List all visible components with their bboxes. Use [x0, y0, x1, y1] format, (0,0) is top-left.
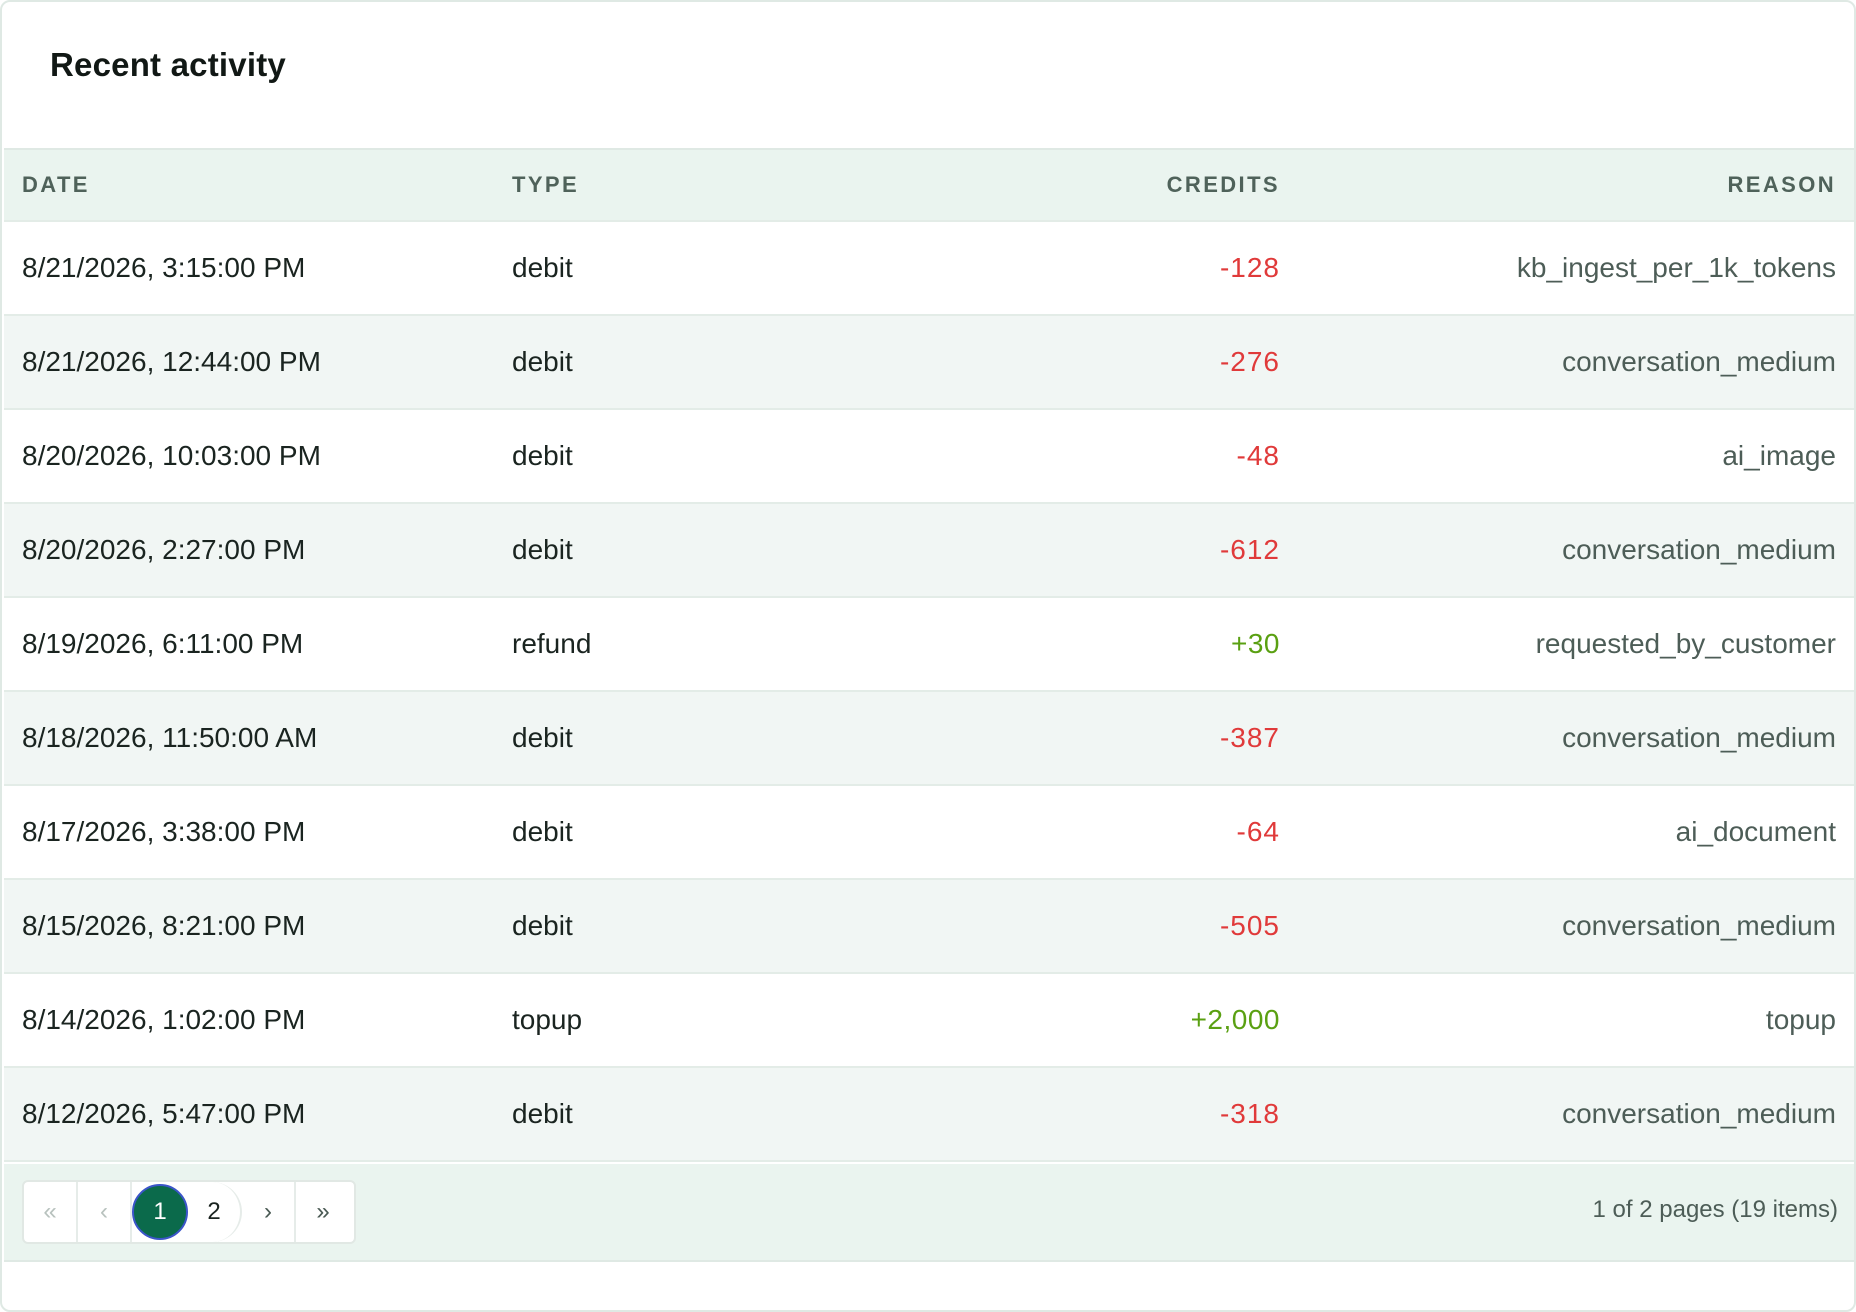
chevron-right-icon[interactable]: › — [242, 1182, 296, 1242]
table-footer: « ‹ 1 2 › » 1 of 2 pages (19 items) — [4, 1164, 1854, 1262]
cell-date: 8/17/2026, 3:38:00 PM — [22, 816, 306, 847]
table-row: 8/20/2026, 10:03:00 PM debit -48 ai_image — [4, 410, 1854, 504]
cell-credits: -612 — [1219, 534, 1280, 565]
cell-date: 8/21/2026, 12:44:00 PM — [22, 346, 321, 377]
table-row: 8/21/2026, 3:15:00 PM debit -128 kb_ingest_… — [4, 222, 1854, 316]
double-chevron-right-icon[interactable]: » — [316, 1198, 330, 1225]
cell-credits: -64 — [1236, 816, 1280, 847]
column-header-date[interactable]: DATE — [22, 172, 90, 197]
table-row: 8/12/2026, 5:47:00 PM debit -318 conversati… — [4, 1068, 1854, 1162]
cell-date: 8/14/2026, 1:02:00 PM — [22, 1004, 306, 1035]
cell-type: topup — [512, 1004, 583, 1035]
table-row: 8/17/2026, 3:38:00 PM debit -64 ai_document — [4, 786, 1854, 880]
cell-reason: conversation_medium — [1562, 722, 1836, 753]
chevron-left-icon[interactable]: ‹ — [78, 1182, 132, 1242]
cell-type: debit — [512, 440, 573, 471]
card-title: Recent activity — [50, 46, 286, 83]
cell-type: debit — [512, 252, 573, 283]
cell-credits: +2,000 — [1190, 1004, 1280, 1035]
table-body: 8/21/2026, 3:15:00 PM debit -128 kb_ingest_… — [4, 222, 1854, 1162]
table-row: 8/14/2026, 1:02:00 PM topup +2,000 topup — [4, 974, 1854, 1068]
table-row: 8/18/2026, 11:50:00 AM debit -387 conversat… — [4, 692, 1854, 786]
page-button-1[interactable]: 1 — [132, 1184, 188, 1240]
table-header: DATE TYPE CREDITS REASON — [4, 148, 1854, 222]
cell-reason: conversation_medium — [1562, 346, 1836, 377]
cell-date: 8/21/2026, 3:15:00 PM — [22, 252, 306, 283]
cell-type: debit — [512, 346, 573, 377]
cell-credits: -48 — [1236, 440, 1280, 471]
cell-date: 8/15/2026, 8:21:00 PM — [22, 910, 306, 941]
pager-info: 1 of 2 pages (19 items) — [1592, 1196, 1838, 1223]
cell-type: debit — [512, 722, 573, 753]
cell-credits: -276 — [1219, 346, 1280, 377]
cell-credits: -387 — [1219, 722, 1280, 753]
cell-reason: kb_ingest_per_1k_tokens — [1516, 252, 1836, 283]
pager: « ‹ 1 2 › » — [22, 1180, 356, 1244]
table-row: 8/20/2026, 2:27:00 PM debit -612 conversati… — [4, 504, 1854, 598]
table-row: 8/19/2026, 6:11:00 PM refund +30 requested_… — [4, 598, 1854, 692]
cell-reason: conversation_medium — [1562, 534, 1836, 565]
cell-date: 8/12/2026, 5:47:00 PM — [22, 1098, 306, 1129]
cell-reason: ai_image — [1722, 440, 1836, 471]
cell-type: debit — [512, 816, 573, 847]
cell-type: debit — [512, 1098, 573, 1129]
cell-credits: -128 — [1219, 252, 1280, 283]
cell-date: 8/20/2026, 2:27:00 PM — [22, 534, 306, 565]
table-row: 8/15/2026, 8:21:00 PM debit -505 conversati… — [4, 880, 1854, 974]
column-header-credits[interactable]: CREDITS — [1166, 172, 1280, 197]
cell-reason: conversation_medium — [1562, 910, 1836, 941]
table-row: 8/21/2026, 12:44:00 PM debit -276 conversat… — [4, 316, 1854, 410]
cell-date: 8/19/2026, 6:11:00 PM — [22, 628, 304, 659]
column-header-reason[interactable]: REASON — [1727, 172, 1836, 197]
cell-reason: topup — [1765, 1004, 1836, 1035]
cell-credits: -505 — [1219, 910, 1280, 941]
cell-reason: ai_document — [1675, 816, 1836, 847]
cell-type: debit — [512, 534, 573, 565]
cell-reason: requested_by_customer — [1535, 628, 1836, 659]
cell-credits: -318 — [1219, 1098, 1280, 1129]
double-chevron-left-icon[interactable]: « — [24, 1182, 78, 1242]
cell-reason: conversation_medium — [1562, 1098, 1836, 1129]
cell-credits: +30 — [1231, 628, 1280, 659]
page-button-2[interactable]: 2 — [188, 1182, 242, 1242]
cell-date: 8/20/2026, 10:03:00 PM — [22, 440, 321, 471]
column-header-type[interactable]: TYPE — [512, 172, 580, 197]
cell-type: refund — [512, 628, 592, 659]
activity-table: DATE TYPE CREDITS REASON 8/21/2026, 3:15… — [4, 148, 1854, 1162]
cell-type: debit — [512, 910, 573, 941]
cell-date: 8/18/2026, 11:50:00 AM — [22, 722, 318, 753]
